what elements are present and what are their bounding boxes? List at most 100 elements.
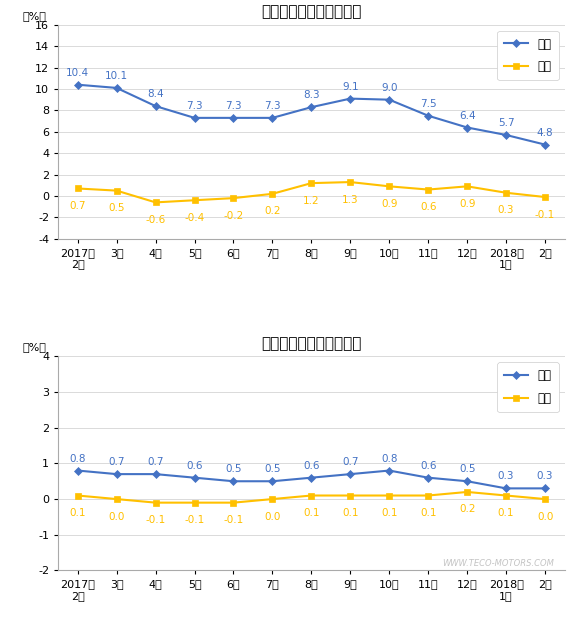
环比 <box>269 495 276 503</box>
Text: 0.1: 0.1 <box>69 508 86 518</box>
同比 <box>386 96 393 104</box>
同比 <box>191 114 198 122</box>
环比 <box>230 195 237 202</box>
环比 <box>425 186 432 193</box>
Text: 0.7: 0.7 <box>69 201 86 211</box>
同比 <box>386 467 393 474</box>
Text: 0.0: 0.0 <box>264 512 281 521</box>
Text: 0.2: 0.2 <box>459 505 475 515</box>
Text: 0.1: 0.1 <box>342 508 359 518</box>
Text: 8.4: 8.4 <box>147 89 164 99</box>
Text: 7.3: 7.3 <box>264 101 281 111</box>
Text: 7.3: 7.3 <box>186 101 203 111</box>
环比 <box>425 492 432 499</box>
同比 <box>503 131 510 139</box>
环比 <box>74 492 81 499</box>
Legend: 同比, 环比: 同比, 环比 <box>498 31 559 81</box>
Title: 生产资料出厂价格涨跌幅: 生产资料出厂价格涨跌幅 <box>261 4 361 19</box>
Text: 9.1: 9.1 <box>342 82 359 92</box>
Text: 6.4: 6.4 <box>459 110 475 120</box>
Text: 0.5: 0.5 <box>108 203 125 213</box>
Text: 0.7: 0.7 <box>342 457 359 467</box>
Text: -0.2: -0.2 <box>223 211 244 221</box>
Text: 0.1: 0.1 <box>303 508 320 518</box>
同比 <box>425 112 432 120</box>
Text: 0.2: 0.2 <box>264 206 281 216</box>
Text: -0.1: -0.1 <box>535 210 555 219</box>
Text: （%）: （%） <box>23 342 47 352</box>
同比 <box>542 485 549 492</box>
Text: 0.5: 0.5 <box>459 464 475 474</box>
环比 <box>191 499 198 507</box>
Text: 0.7: 0.7 <box>147 457 164 467</box>
Text: （%）: （%） <box>23 11 47 20</box>
Text: 10.1: 10.1 <box>105 71 128 81</box>
Text: 9.0: 9.0 <box>381 82 398 93</box>
同比 <box>191 474 198 481</box>
Text: 10.4: 10.4 <box>66 68 89 78</box>
同比 <box>74 81 81 89</box>
环比 <box>386 492 393 499</box>
环比 <box>113 187 120 194</box>
Text: 0.9: 0.9 <box>459 199 475 209</box>
同比 <box>464 124 471 131</box>
同比 <box>425 474 432 481</box>
环比 <box>464 488 471 495</box>
环比 <box>386 183 393 190</box>
Title: 生活资料出厂价格涨跌幅: 生活资料出厂价格涨跌幅 <box>261 336 361 351</box>
环比 <box>503 492 510 499</box>
Line: 环比: 环比 <box>74 489 549 506</box>
环比 <box>152 499 159 507</box>
环比 <box>191 197 198 204</box>
Text: 0.3: 0.3 <box>537 471 553 482</box>
Text: WWW.TECO-MOTORS.COM: WWW.TECO-MOTORS.COM <box>442 559 555 569</box>
Text: 7.5: 7.5 <box>420 99 436 108</box>
Line: 环比: 环比 <box>74 179 549 206</box>
同比 <box>347 95 354 102</box>
Text: 7.3: 7.3 <box>225 101 242 111</box>
Text: -0.4: -0.4 <box>184 213 205 223</box>
同比 <box>230 477 237 485</box>
同比 <box>464 477 471 485</box>
Text: 0.1: 0.1 <box>498 508 514 518</box>
Text: 0.6: 0.6 <box>420 461 436 471</box>
同比 <box>269 114 276 122</box>
Text: 0.8: 0.8 <box>69 454 86 464</box>
Text: 0.6: 0.6 <box>303 461 320 471</box>
环比 <box>347 492 354 499</box>
Text: 0.1: 0.1 <box>381 508 398 518</box>
Text: 0.7: 0.7 <box>108 457 125 467</box>
同比 <box>152 471 159 478</box>
环比 <box>269 190 276 198</box>
Text: 5.7: 5.7 <box>498 118 514 128</box>
环比 <box>308 492 315 499</box>
Text: 1.2: 1.2 <box>303 196 320 206</box>
环比 <box>230 499 237 507</box>
环比 <box>113 495 120 503</box>
环比 <box>74 185 81 192</box>
Text: 0.0: 0.0 <box>108 512 125 521</box>
环比 <box>152 198 159 206</box>
同比 <box>503 485 510 492</box>
Text: 0.3: 0.3 <box>498 205 514 215</box>
Text: -0.1: -0.1 <box>223 515 244 525</box>
同比 <box>347 471 354 478</box>
环比 <box>503 189 510 197</box>
Text: 4.8: 4.8 <box>537 128 553 138</box>
Line: 同比: 同比 <box>74 82 548 148</box>
Text: -0.1: -0.1 <box>146 515 166 525</box>
Text: 1.3: 1.3 <box>342 195 359 205</box>
同比 <box>308 474 315 481</box>
同比 <box>74 467 81 474</box>
Line: 同比: 同比 <box>74 467 548 492</box>
同比 <box>152 102 159 110</box>
环比 <box>347 179 354 186</box>
环比 <box>464 183 471 190</box>
同比 <box>230 114 237 122</box>
同比 <box>542 141 549 148</box>
Text: 0.0: 0.0 <box>537 512 553 521</box>
Text: 0.8: 0.8 <box>381 454 398 464</box>
环比 <box>542 193 549 201</box>
同比 <box>269 477 276 485</box>
同比 <box>308 104 315 111</box>
